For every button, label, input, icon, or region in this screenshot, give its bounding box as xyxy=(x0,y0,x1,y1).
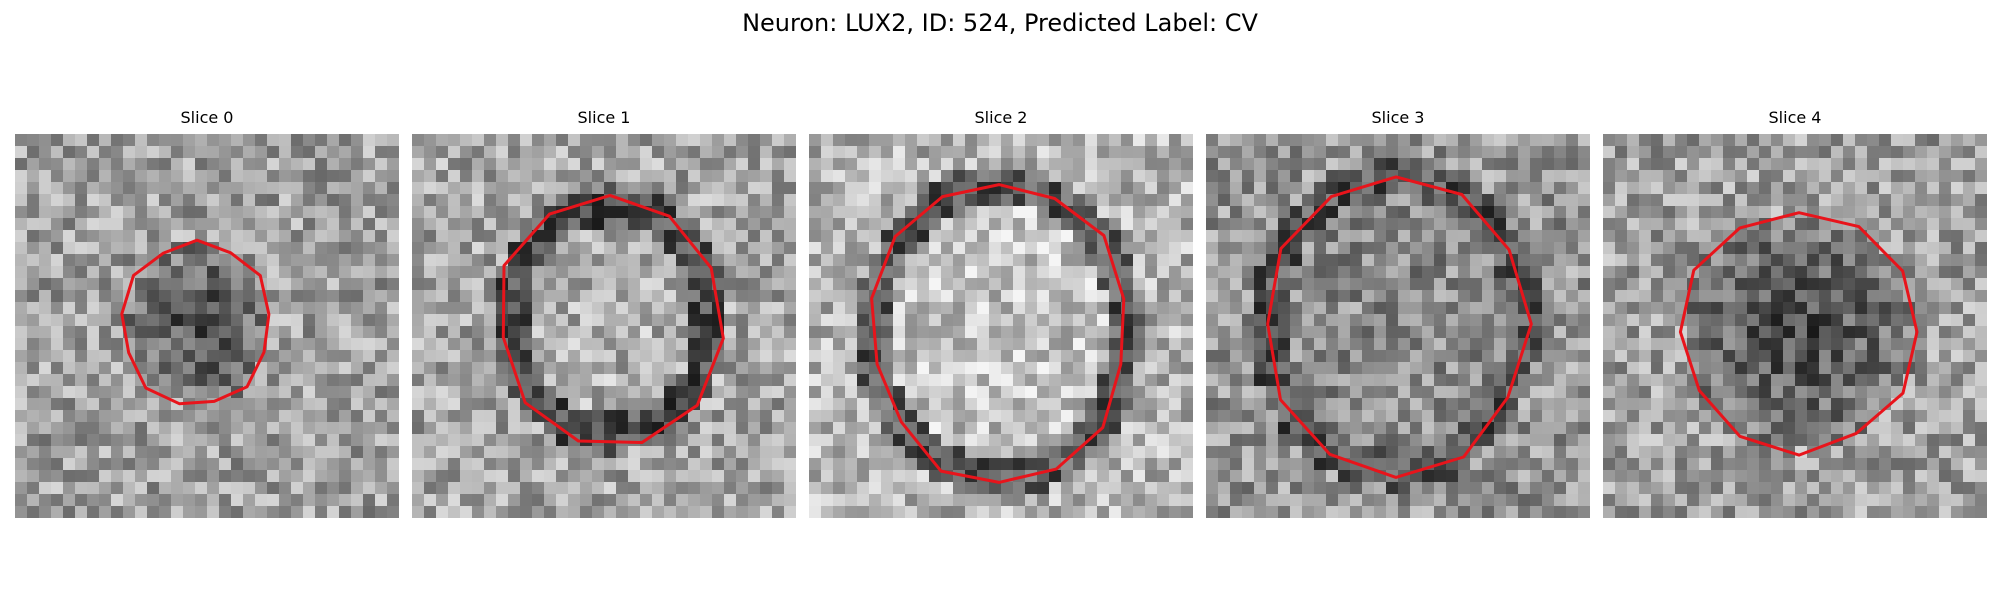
slice-image-2 xyxy=(809,134,1193,518)
segmentation-contour xyxy=(1266,175,1533,479)
slice-panel-1: Slice 1 xyxy=(412,108,796,518)
slice-title-1: Slice 1 xyxy=(577,108,631,127)
pixel-grid xyxy=(1206,134,1590,518)
segmentation-contour xyxy=(1678,211,1919,457)
segmentation-contour xyxy=(501,193,725,444)
slice-panel-4: Slice 4 xyxy=(1603,108,1987,518)
pixel-grid xyxy=(412,134,796,518)
slice-title-2: Slice 2 xyxy=(974,108,1028,127)
slice-image-1 xyxy=(412,134,796,518)
slice-image-0 xyxy=(15,134,399,518)
pixel-grid xyxy=(809,134,1193,518)
slice-panel-2: Slice 2 xyxy=(809,108,1193,518)
slice-image-3 xyxy=(1206,134,1590,518)
figure-title: Neuron: LUX2, ID: 524, Predicted Label: … xyxy=(742,9,1258,37)
pixel-grid xyxy=(1603,134,1987,518)
pixel-grid xyxy=(15,134,399,518)
slice-image-4 xyxy=(1603,134,1987,518)
segmentation-contour xyxy=(870,183,1126,484)
segmentation-contour xyxy=(120,238,271,406)
slice-title-3: Slice 3 xyxy=(1371,108,1425,127)
slice-title-4: Slice 4 xyxy=(1768,108,1822,127)
slice-title-0: Slice 0 xyxy=(180,108,234,127)
slice-panel-0: Slice 0 xyxy=(15,108,399,518)
slice-panel-3: Slice 3 xyxy=(1206,108,1590,518)
